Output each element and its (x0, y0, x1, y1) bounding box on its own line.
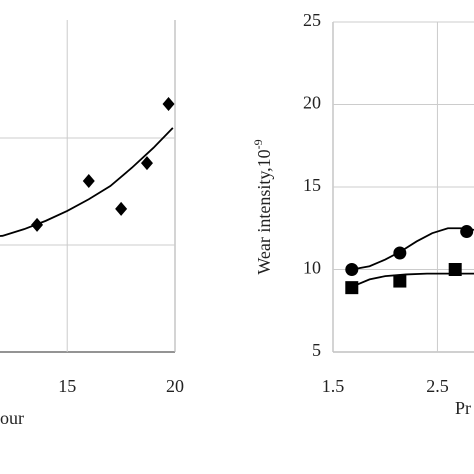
point (345, 281, 359, 295)
trend-line (351, 272, 474, 288)
y-tick-label: 15 (303, 175, 321, 195)
trend-line (0, 127, 174, 237)
x-axis-label: our (0, 408, 24, 428)
trend-line (351, 227, 474, 271)
point (31, 217, 44, 232)
point (140, 156, 153, 171)
x-tick-label: 20 (166, 376, 184, 396)
point (393, 274, 407, 288)
point (162, 96, 175, 111)
y-axis-label-text: Wear intensity,10 (254, 149, 274, 274)
y-tick-label: 20 (303, 93, 321, 113)
point (82, 174, 95, 189)
point (460, 225, 474, 239)
y-tick-label: 25 (303, 10, 321, 30)
x-tick-label: 15 (58, 376, 76, 396)
point (393, 246, 407, 260)
point (345, 263, 359, 276)
point (448, 263, 462, 276)
point (115, 201, 128, 216)
x-axis-label: Pr (455, 398, 471, 418)
y-axis-label-exponent: -9 (251, 139, 265, 149)
y-axis-label: Wear intensity,10-9 (251, 139, 274, 274)
x-tick-label: 2.5 (426, 376, 449, 396)
y-tick-label: 5 (312, 340, 321, 360)
x-tick-label: 1.5 (322, 376, 345, 396)
y-tick-label: 10 (303, 258, 321, 278)
